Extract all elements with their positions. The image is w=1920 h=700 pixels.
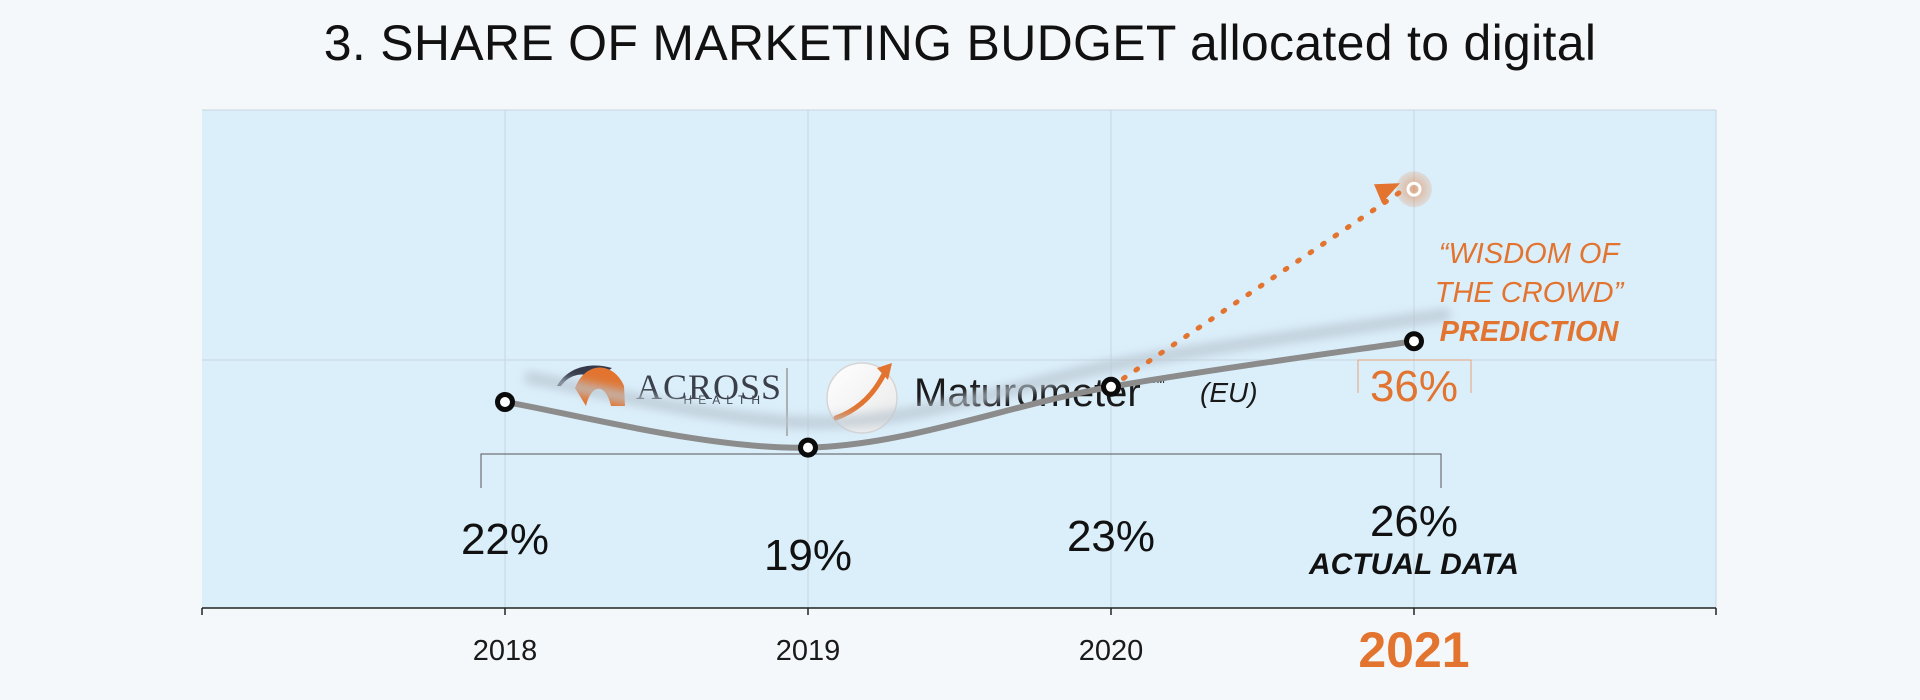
x-axis <box>201 607 1717 615</box>
prediction-box <box>1357 359 1472 393</box>
across-sub: HEALTH <box>684 393 766 407</box>
x-tick-label-2018: 2018 <box>473 635 538 667</box>
prediction-caption-line3: PREDICTION <box>1440 316 1620 348</box>
prediction-value-label: 36% <box>1370 362 1458 411</box>
x-tick-label-2020: 2020 <box>1079 635 1144 667</box>
prediction-caption-line1: “WISDOM OF <box>1439 238 1622 270</box>
data-point-2020 <box>1101 376 1121 397</box>
value-label-2019: 19% <box>764 531 852 580</box>
x-tick-label-2021: 2021 <box>1358 622 1469 678</box>
value-label-2020: 23% <box>1067 512 1155 561</box>
chart-title: 3. SHARE OF MARKETING BUDGET allocated t… <box>0 14 1920 72</box>
prediction-arrow-icon <box>1374 183 1400 204</box>
title-rest: allocated to digital <box>1175 15 1597 71</box>
plot-area <box>202 110 1716 608</box>
chart-marks: 36% 22% 19% 23% 26% 2018 2019 2020 2021 <box>461 171 1470 678</box>
data-point-2021 <box>1404 331 1424 352</box>
title-main: 3. SHARE OF MARKETING BUDGET <box>323 15 1176 71</box>
data-point-2018 <box>495 392 515 412</box>
data-point-2019 <box>798 437 818 458</box>
actual-line <box>502 338 1417 451</box>
prediction-point <box>1406 181 1422 197</box>
x-tick-label-2019: 2019 <box>776 635 841 667</box>
region-label: (EU) <box>1200 377 1258 408</box>
prediction-caption: “WISDOM OF THE CROWD” PREDICTION <box>1435 238 1625 348</box>
value-label-2018: 22% <box>461 515 549 564</box>
prediction-caption-line2: THE CROWD” <box>1435 277 1625 309</box>
prediction-line <box>1108 189 1403 390</box>
shadow-line <box>524 308 1451 429</box>
actual-data-caption: ACTUAL DATA <box>1308 548 1519 581</box>
arrow-icon <box>877 363 892 380</box>
range-bracket <box>480 453 1442 488</box>
shadow-path <box>524 308 1451 429</box>
prediction-point-glow <box>1396 171 1432 208</box>
value-label-2021: 26% <box>1370 497 1458 546</box>
